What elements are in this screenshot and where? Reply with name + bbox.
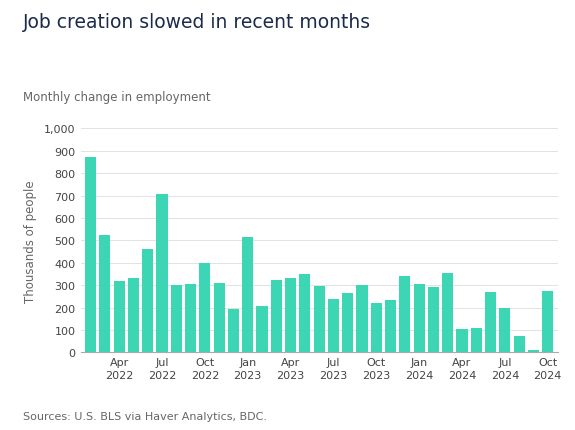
Bar xyxy=(356,286,367,353)
Bar xyxy=(242,237,253,353)
Bar xyxy=(399,276,411,353)
Bar xyxy=(471,328,482,353)
Bar xyxy=(85,158,96,353)
Bar xyxy=(113,281,125,353)
Bar xyxy=(99,235,110,353)
Bar xyxy=(457,329,467,353)
Bar xyxy=(328,299,339,353)
Bar xyxy=(142,250,153,353)
Bar xyxy=(342,293,353,353)
Bar xyxy=(213,283,225,353)
Bar xyxy=(542,291,553,353)
Bar xyxy=(371,304,382,353)
Bar xyxy=(185,284,196,353)
Bar xyxy=(385,300,396,353)
Bar xyxy=(528,350,539,353)
Bar xyxy=(313,287,325,353)
Bar xyxy=(442,273,453,353)
Bar xyxy=(256,307,267,353)
Bar xyxy=(513,336,525,353)
Bar xyxy=(428,288,439,353)
Bar xyxy=(299,274,310,353)
Bar xyxy=(285,279,296,353)
Bar xyxy=(413,284,425,353)
Bar xyxy=(228,309,239,353)
Bar xyxy=(200,263,210,353)
Bar xyxy=(128,279,139,353)
Text: Sources: U.S. BLS via Haver Analytics, BDC.: Sources: U.S. BLS via Haver Analytics, B… xyxy=(23,412,267,421)
Bar xyxy=(499,308,511,353)
Bar xyxy=(485,292,496,353)
Text: Monthly change in employment: Monthly change in employment xyxy=(23,90,210,103)
Bar xyxy=(156,195,167,353)
Text: Job creation slowed in recent months: Job creation slowed in recent months xyxy=(23,13,371,32)
Y-axis label: Thousands of people: Thousands of people xyxy=(24,180,37,302)
Bar xyxy=(271,280,282,353)
Bar xyxy=(171,286,182,353)
